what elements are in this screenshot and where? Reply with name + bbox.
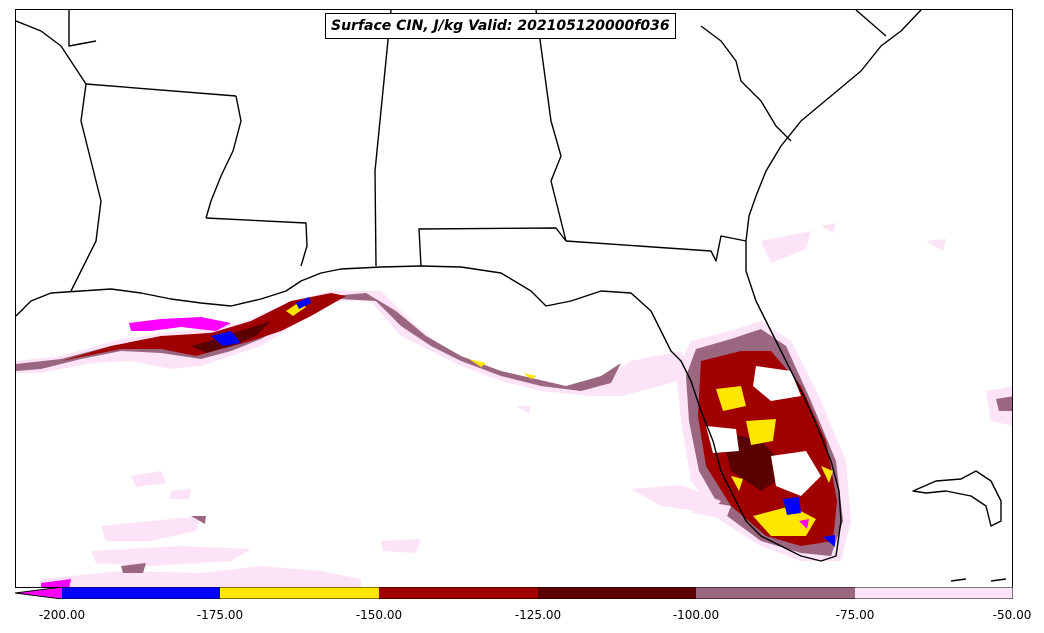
colorbar-tick-label: -150.00: [355, 608, 403, 622]
fl-white-1: [753, 366, 801, 401]
scattered-cin-mauve: [121, 396, 1012, 573]
map-title: Surface CIN, J/kg Valid: 202105120000f03…: [325, 13, 676, 39]
colorbar-seg-1: [62, 587, 220, 599]
state-line-west: [16, 20, 102, 292]
colorbar-seg-5: [696, 587, 855, 599]
colorbar-tick-label: -100.00: [672, 608, 720, 622]
gulf-coastline: [16, 10, 922, 562]
fl-blue-1: [783, 497, 801, 515]
fl-blue-2: [823, 535, 835, 547]
keys: [950, 578, 1007, 582]
scattered-cin-patches: [41, 223, 1012, 587]
colorbar-tick-label: -75.00: [835, 608, 875, 622]
cin-band-blue-2: [296, 297, 311, 309]
state-line-mississippi-river: [205, 95, 242, 219]
fl-white-2: [771, 451, 821, 496]
state-line-sc-ga: [855, 10, 887, 37]
colorbar-seg-6: [855, 587, 1013, 599]
fl-magenta-1: [799, 519, 809, 529]
colorbar-seg-3: [379, 587, 538, 599]
state-line-mississippi-alabama: [374, 10, 392, 267]
cuba-outline: [912, 470, 1002, 527]
colorbar: [15, 587, 1013, 599]
boundaries: [16, 10, 1007, 582]
state-line-louisiana-mississippi: [205, 217, 308, 267]
fl-dark: [721, 431, 791, 491]
state-line-arkansas-louisiana: [85, 83, 237, 97]
fl-yellow-1: [716, 386, 746, 411]
colorbar-tick-label: -50.00: [992, 608, 1032, 622]
colorbar-extend-triangle: [15, 587, 62, 599]
colorbar-tick-label: -125.00: [514, 608, 562, 622]
cin-band-blue: [211, 331, 241, 346]
state-line-alabama-georgia: [535, 10, 567, 242]
colorbar-tick-label: -175.00: [196, 608, 244, 622]
colorbar-tick-label: -200.00: [38, 608, 86, 622]
cin-band-yellow-3: [523, 373, 537, 379]
scattered-cin-magenta: [41, 579, 71, 587]
fl-yellow-2: [746, 419, 776, 445]
cin-band-red: [61, 293, 346, 361]
fl-yellow-5: [731, 476, 743, 491]
state-line-tn: [68, 10, 97, 47]
cin-band-magenta: [129, 317, 231, 331]
colorbar-seg-4: [538, 587, 696, 599]
state-line-georgia-florida: [565, 235, 747, 262]
fl-yellow-4: [821, 466, 833, 483]
florida-cin-shading: [676, 321, 851, 561]
map-panel: [15, 9, 1013, 588]
cin-band-yellow-2: [469, 359, 486, 367]
colorbar-seg-2: [220, 587, 379, 599]
fl-yellow-3: [753, 506, 816, 536]
cin-map: [16, 10, 1012, 587]
state-line-ga-sc-river: [700, 25, 792, 142]
state-line-alabama-florida: [418, 227, 567, 267]
gulf-coast-cin-shading: [16, 291, 691, 396]
